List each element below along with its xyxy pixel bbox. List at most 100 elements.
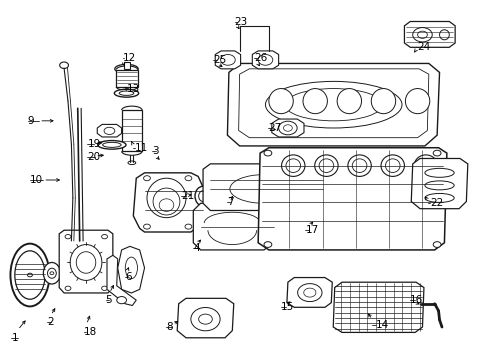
Ellipse shape [102,286,107,291]
Text: 1: 1 [11,333,18,343]
Ellipse shape [117,297,126,304]
Ellipse shape [65,234,71,239]
Ellipse shape [98,140,126,149]
Text: 21: 21 [181,191,194,201]
Text: 6: 6 [125,272,131,282]
Ellipse shape [424,193,453,202]
Ellipse shape [43,262,61,284]
Ellipse shape [336,89,361,114]
Ellipse shape [10,244,49,306]
Polygon shape [410,158,467,209]
Text: 5: 5 [105,295,112,305]
Ellipse shape [439,30,448,40]
Text: 3: 3 [152,146,158,156]
Ellipse shape [370,89,395,114]
Text: 16: 16 [409,295,423,305]
Text: 11: 11 [135,143,148,153]
Ellipse shape [143,176,150,181]
Ellipse shape [198,191,207,202]
Ellipse shape [285,89,382,121]
Ellipse shape [190,307,220,331]
Ellipse shape [50,272,54,275]
Ellipse shape [314,155,337,176]
Ellipse shape [184,224,191,229]
Ellipse shape [413,155,437,176]
Ellipse shape [119,91,134,95]
Text: 12: 12 [122,53,136,63]
Polygon shape [227,63,439,146]
Ellipse shape [104,127,115,134]
Ellipse shape [102,142,121,147]
Polygon shape [177,298,233,338]
Text: 8: 8 [166,322,173,332]
Ellipse shape [143,224,150,229]
Text: 24: 24 [417,42,430,52]
Text: 23: 23 [234,17,247,27]
Ellipse shape [195,186,211,206]
Ellipse shape [351,159,366,172]
Ellipse shape [27,273,32,277]
Ellipse shape [418,159,432,172]
Ellipse shape [417,31,427,39]
Text: 4: 4 [193,243,200,253]
Polygon shape [107,255,136,306]
Polygon shape [118,246,144,293]
Text: 9: 9 [27,116,34,126]
Text: 20: 20 [87,152,101,162]
Ellipse shape [424,181,453,190]
Ellipse shape [319,159,333,172]
Ellipse shape [265,81,401,128]
Ellipse shape [303,89,327,114]
Ellipse shape [432,242,440,247]
Ellipse shape [347,155,370,176]
Polygon shape [258,148,446,250]
Polygon shape [215,51,240,69]
Text: 18: 18 [83,327,97,337]
Ellipse shape [15,251,45,299]
Bar [123,62,130,69]
Text: 7: 7 [227,197,234,207]
Ellipse shape [47,268,56,278]
Polygon shape [59,230,113,293]
Text: 17: 17 [305,225,318,235]
Text: 19: 19 [87,139,101,149]
Polygon shape [404,22,454,47]
Ellipse shape [424,168,453,177]
Ellipse shape [405,89,429,114]
Polygon shape [332,282,423,332]
Ellipse shape [264,242,271,247]
Ellipse shape [220,54,235,65]
Ellipse shape [125,257,137,279]
Ellipse shape [114,89,139,97]
Ellipse shape [380,155,404,176]
Bar [116,69,138,87]
Ellipse shape [385,159,399,172]
Polygon shape [238,69,428,138]
Text: 26: 26 [254,53,267,63]
Bar [122,110,142,151]
Ellipse shape [268,89,293,114]
Ellipse shape [76,252,96,273]
Ellipse shape [432,150,440,156]
Ellipse shape [283,125,292,131]
Polygon shape [97,125,122,137]
Polygon shape [252,51,278,69]
Ellipse shape [198,314,212,324]
Polygon shape [286,278,331,307]
Text: 25: 25 [212,55,225,65]
Ellipse shape [285,159,300,172]
Ellipse shape [115,64,138,73]
Ellipse shape [412,28,431,42]
Ellipse shape [65,286,71,291]
Ellipse shape [102,234,107,239]
Polygon shape [133,173,203,232]
Text: 10: 10 [30,175,43,185]
Text: 15: 15 [281,302,294,312]
Ellipse shape [281,155,305,176]
Ellipse shape [70,244,102,280]
Polygon shape [203,164,325,211]
Ellipse shape [258,54,272,65]
Text: 13: 13 [126,84,140,94]
Polygon shape [271,119,304,137]
Text: 2: 2 [47,317,54,327]
